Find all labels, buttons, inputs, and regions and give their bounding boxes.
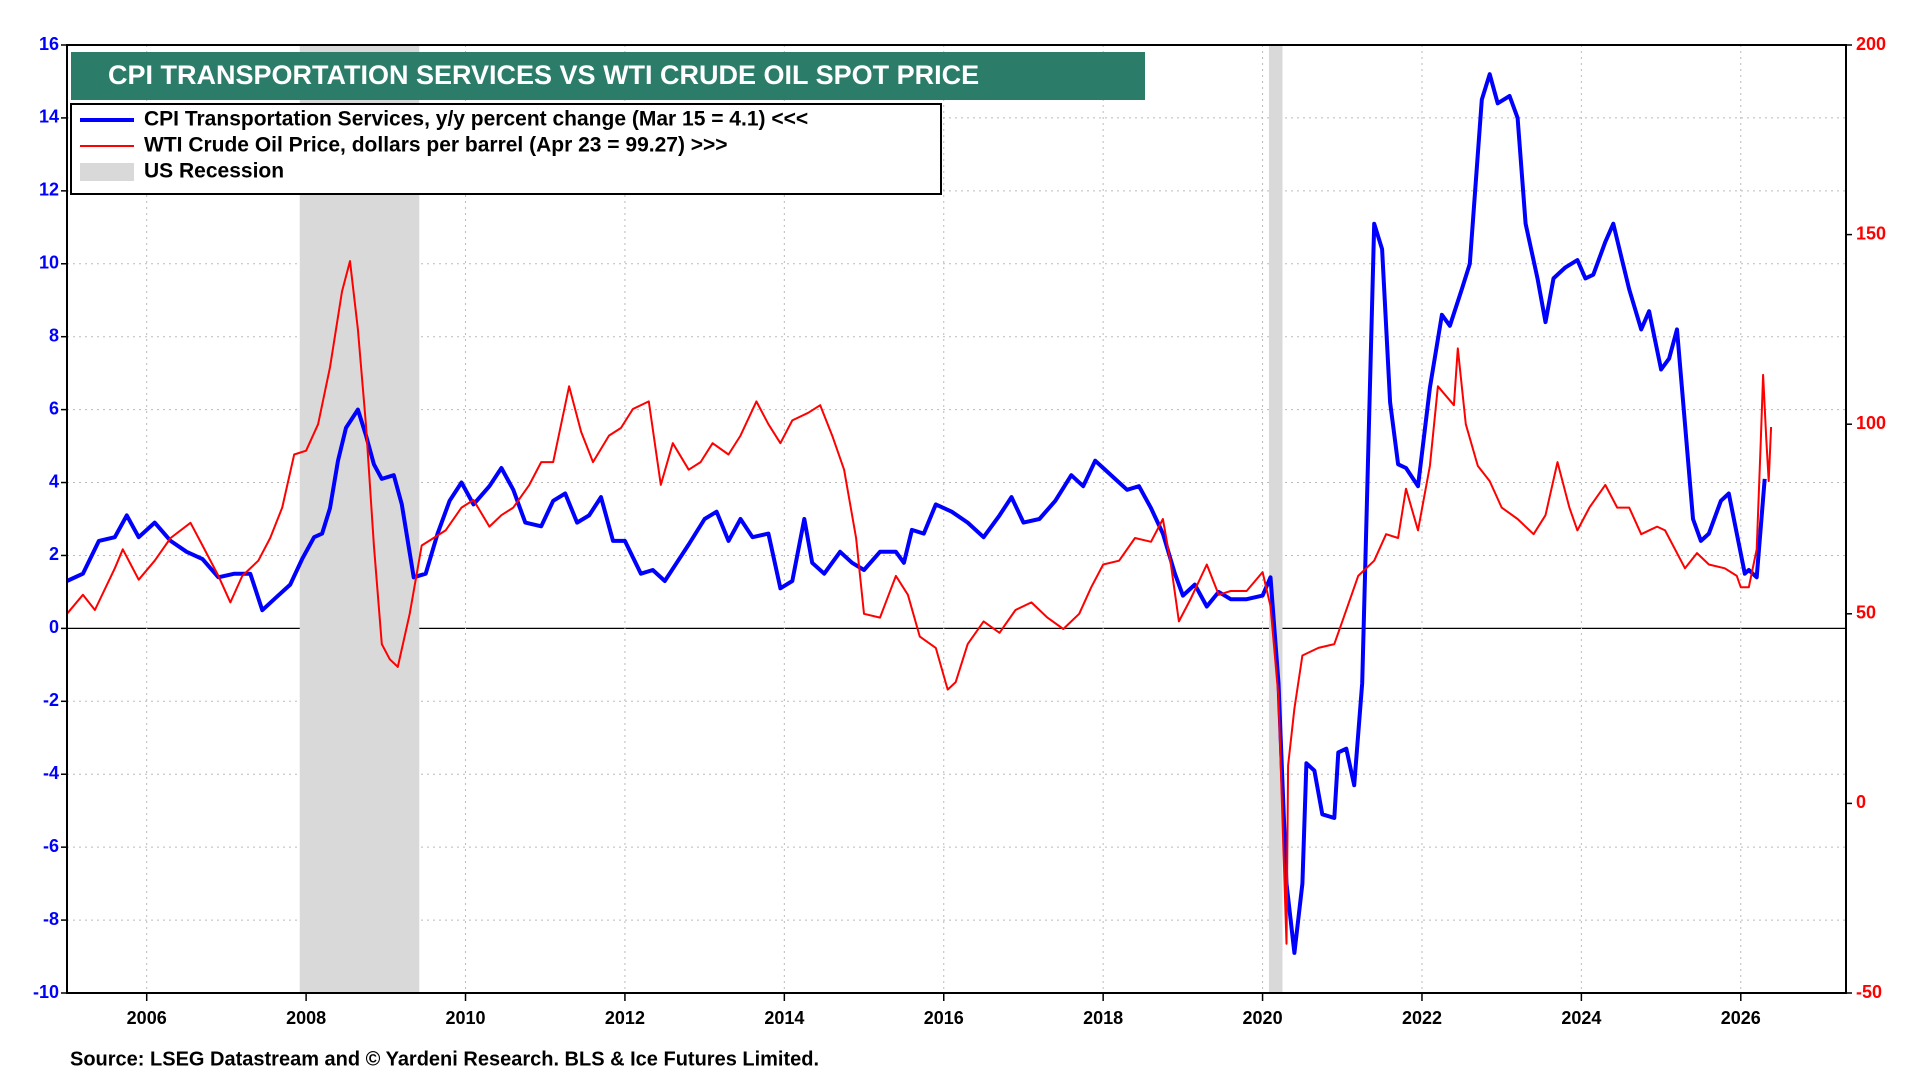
x-tick-label: 2012 <box>605 1008 645 1028</box>
x-tick-label: 2020 <box>1243 1008 1283 1028</box>
legend-label: US Recession <box>144 160 284 183</box>
x-tick-label: 2008 <box>286 1008 326 1028</box>
legend-swatch <box>80 163 134 181</box>
series-line <box>66 260 1773 945</box>
y-tick-label: 12 <box>39 180 59 200</box>
x-tick-label: 2016 <box>924 1008 964 1028</box>
y-tick-label: 8 <box>49 325 59 345</box>
y2-tick-label: 200 <box>1856 34 1886 54</box>
y-tick-label: 2 <box>49 544 59 564</box>
x-tick-label: 2006 <box>127 1008 167 1028</box>
x-tick-label: 2010 <box>445 1008 485 1028</box>
x-tick-label: 2022 <box>1402 1008 1442 1028</box>
legend-label: CPI Transportation Services, y/y percent… <box>144 108 808 131</box>
y-tick-label: 0 <box>49 617 59 637</box>
y2-tick-label: -50 <box>1856 982 1882 1002</box>
series-line <box>66 72 1767 955</box>
source-note: Source: LSEG Datastream and © Yardeni Re… <box>70 1048 819 1070</box>
x-tick-label: 2018 <box>1083 1008 1123 1028</box>
y-tick-label: -2 <box>43 690 59 710</box>
y-tick-label: -8 <box>43 909 59 929</box>
title-box <box>71 52 1145 100</box>
legend <box>70 103 942 195</box>
y-tick-label: 6 <box>49 398 59 418</box>
y-tick-label: -10 <box>33 982 59 1002</box>
recession-band <box>299 45 420 993</box>
y-tick-label: 16 <box>39 34 59 54</box>
recession-band <box>1268 45 1283 993</box>
x-tick-label: 2024 <box>1561 1008 1601 1028</box>
y-tick-label: 4 <box>49 471 59 491</box>
y2-tick-label: 150 <box>1856 223 1886 243</box>
y2-tick-label: 50 <box>1856 603 1876 623</box>
x-tick-label: 2014 <box>764 1008 804 1028</box>
y-tick-label: 10 <box>39 253 59 273</box>
chart-title: CPI TRANSPORTATION SERVICES VS WTI CRUDE… <box>108 60 979 90</box>
plot-frame <box>66 44 1847 994</box>
y-tick-label: 14 <box>39 107 59 127</box>
legend-label: WTI Crude Oil Price, dollars per barrel … <box>144 134 728 157</box>
y-tick-label: -4 <box>43 763 59 783</box>
y2-tick-label: 0 <box>1856 792 1866 812</box>
x-tick-label: 2026 <box>1721 1008 1761 1028</box>
y2-tick-label: 100 <box>1856 413 1886 433</box>
y-tick-label: -6 <box>43 836 59 856</box>
